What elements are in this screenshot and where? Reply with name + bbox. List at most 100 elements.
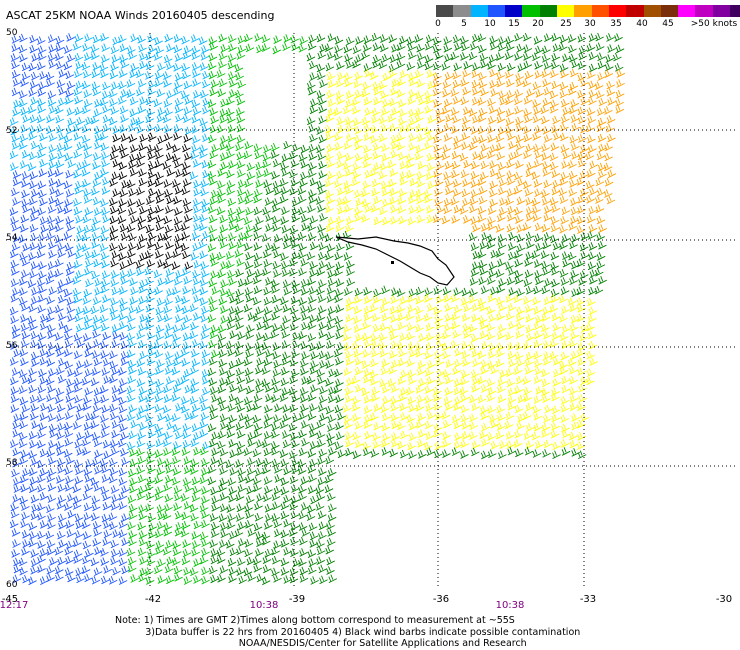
wind-barb [94,277,104,287]
wind-barb [21,189,30,199]
wind-barb [207,314,217,323]
wind-barb [290,510,300,520]
wind-barb [514,385,524,395]
wind-barb [254,501,263,511]
wind-barb [606,123,615,133]
wind-barb [264,504,274,513]
wind-barb [256,357,265,367]
wind-barb [291,213,301,223]
wind-barb [90,115,100,125]
wind-barb [604,152,613,162]
wind-barb [82,437,91,447]
wind-barb [498,186,507,196]
wind-barb [91,69,101,79]
wind-barb [128,242,137,251]
wind-barb [515,330,525,339]
wind-barb [495,133,505,143]
wind-barb [397,312,407,322]
wind-barb [201,486,210,495]
wind-barb [48,178,58,187]
wind-barb [299,536,308,546]
wind-barb [171,557,181,566]
wind-barb [526,423,535,432]
wind-barb [280,510,290,520]
wind-barb [58,357,67,367]
wind-barb [234,313,244,323]
wind-barb [237,187,246,197]
wind-barb [184,126,194,136]
wind-barb [605,54,615,63]
wind-barb [28,538,38,548]
wind-barb [236,546,245,556]
wind-barb [208,296,217,305]
wind-barb [362,441,372,451]
wind-barb [571,288,580,298]
wind-barb [361,214,370,223]
wind-barb [219,377,228,387]
wind-barb [343,105,352,115]
wind-barb [165,276,174,285]
wind-barb [74,368,83,378]
wind-barb [516,358,526,367]
wind-barb [426,205,435,214]
wind-barb [91,432,101,441]
wind-barb [75,250,84,260]
wind-barb [45,71,55,81]
wind-barb [256,348,265,357]
wind-barb [127,556,137,566]
wind-barb [118,396,127,406]
wind-barb [551,60,560,70]
wind-barb [66,529,76,538]
wind-barb [163,340,173,350]
wind-barb [12,428,22,438]
wind-barb [234,528,244,538]
legend-tick: 5 [461,19,467,29]
wind-barb [506,159,515,169]
wind-barb [505,36,515,45]
wind-barb [92,196,102,206]
wind-barb [173,34,183,43]
wind-barb [390,295,400,304]
wind-barb [73,384,83,393]
wind-barb [327,33,337,42]
wind-barb [569,303,579,312]
wind-barb [463,329,472,339]
wind-barb [244,141,254,150]
wind-barb [497,258,506,268]
wind-barb [217,88,227,98]
legend-swatch [557,5,575,17]
wind-barb [263,420,273,429]
wind-barb [364,339,373,349]
wind-barb [155,250,164,259]
wind-barb [486,276,496,285]
wind-barb [38,168,48,178]
wind-barb [84,387,94,396]
wind-barb [84,474,94,483]
wind-barb [291,206,301,216]
wind-barb [499,369,508,378]
wind-barb [55,387,65,397]
wind-barb [489,144,499,154]
wind-barb [469,413,478,423]
wind-barb [92,538,102,547]
wind-barb [30,403,40,412]
wind-barb [235,71,244,81]
wind-barb [136,158,145,168]
wind-barb [337,71,346,81]
wind-barb [515,134,525,144]
wind-barb [324,43,334,52]
wind-barb [73,169,82,179]
wind-barb [274,304,283,314]
wind-barb [21,530,31,539]
wind-barb [90,305,100,315]
wind-barb [175,403,184,412]
wind-barb [201,566,210,576]
wind-barb [155,324,165,334]
wind-barb [559,224,568,234]
wind-barb [146,196,155,205]
wind-barb [415,385,425,394]
wind-barb [551,124,560,134]
wind-barb [76,574,85,584]
wind-barb [20,357,29,367]
wind-barb [291,393,300,403]
